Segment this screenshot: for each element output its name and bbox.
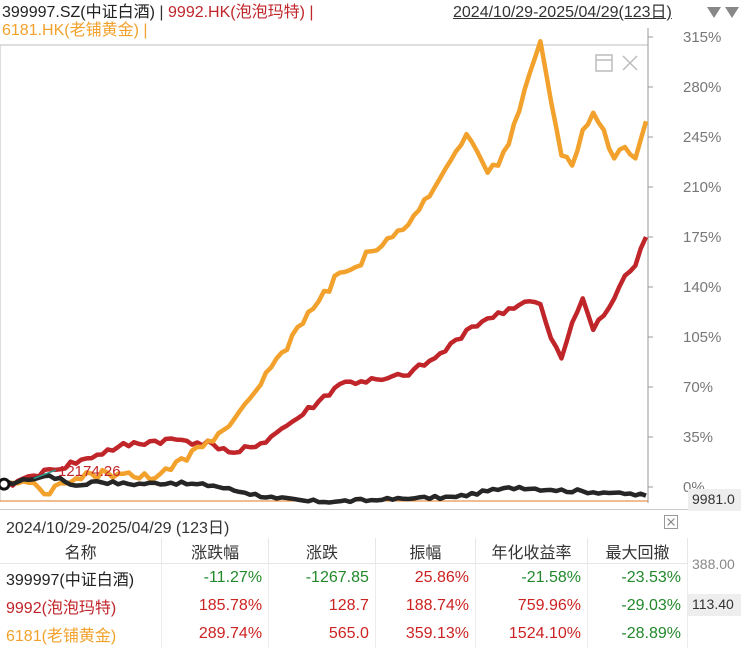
chart-canvas: 315%280%245%210%175%140%105%70%35%0% 121… [0, 28, 721, 505]
series-lines [0, 39, 649, 505]
col-header-ann[interactable]: 年化收益率 [475, 538, 588, 564]
y-tick-label: 175% [683, 229, 721, 246]
y-tick-label: 245% [683, 129, 721, 146]
legend-row-2: 6181.HK(老铺黄金) | [2, 21, 148, 41]
cell-name: 399997(中证白酒) [0, 563, 163, 592]
legend-row-1: 399997.SZ(中证白酒) | 9992.HK(泡泡玛特) | [2, 3, 314, 23]
start-marker [0, 477, 11, 491]
cell-mdd: -28.89% [587, 620, 689, 648]
col-header-name[interactable]: 名称 [0, 538, 163, 564]
price-tag-1: 9981.0 [692, 491, 735, 507]
series-line-1[interactable] [1, 473, 647, 505]
col-header-mdd[interactable]: 最大回撤 [587, 538, 689, 564]
legend-series-3[interactable]: 6181.HK(老铺黄金) [2, 22, 139, 39]
chevron-down-icon[interactable] [707, 7, 721, 18]
legend-separator: | [159, 4, 164, 21]
cell-chg: -1267.85 [268, 563, 376, 592]
legend-series-1[interactable]: 399997.SZ(中证白酒) [2, 4, 155, 21]
cell-name: 9992(泡泡玛特) [0, 592, 163, 620]
table-row[interactable]: 399997(中证白酒) -11.27% -1267.85 25.86% -21… [0, 563, 689, 592]
table-row[interactable]: 6181(老铺黄金) 289.74% 565.0 359.13% 1524.10… [0, 620, 689, 648]
plot-area [0, 44, 649, 502]
series-line-2[interactable] [0, 236, 649, 489]
stats-panel: 2024/10/29-2025/04/29 (123日) 名称 涨跌幅 涨跌 振… [0, 509, 689, 648]
cell-amp: 188.74% [375, 592, 476, 620]
chevron-down-icon[interactable] [725, 7, 739, 18]
series-line-3[interactable] [0, 39, 649, 497]
annotation-leader [33, 469, 57, 480]
col-header-amp[interactable]: 振幅 [375, 538, 476, 564]
price-tag-2: 388.00 [692, 556, 735, 572]
table-row[interactable]: 9992(泡泡玛特) 185.78% 128.7 188.74% 759.96%… [0, 592, 689, 620]
price-tag-box [688, 594, 741, 616]
y-tick-label: 210% [683, 179, 721, 196]
cell-amp: 25.86% [375, 563, 476, 592]
annotations: 12174.26 [0, 463, 121, 491]
table-header-row: 名称 涨跌幅 涨跌 振幅 年化收益率 最大回撤 [0, 538, 689, 564]
col-header-pct[interactable]: 涨跌幅 [161, 538, 270, 564]
y-tick-label: 70% [683, 379, 713, 396]
date-range-selector[interactable]: 2024/10/29-2025/04/29(123日) [453, 4, 672, 21]
close-icon[interactable] [620, 53, 640, 73]
cell-name: 6181(老铺黄金) [0, 620, 163, 648]
legend-separator: | [309, 4, 314, 21]
price-tag-box [688, 489, 741, 511]
cell-ann: 759.96% [475, 592, 588, 620]
y-axis-ticks: 315%280%245%210%175%140%105%70%35%0% [648, 29, 721, 496]
price-tag-3: 113.40 [692, 596, 734, 612]
y-tick-label: 140% [683, 279, 721, 296]
cell-pct: 185.78% [161, 592, 270, 620]
cell-mdd: -29.03% [587, 592, 689, 620]
cell-pct: -11.27% [161, 563, 270, 592]
cell-chg: 565.0 [268, 620, 376, 648]
cell-mdd: -23.53% [587, 563, 689, 592]
close-icon[interactable] [664, 515, 678, 529]
legend-separator: | [143, 22, 148, 39]
maximize-icon[interactable] [594, 53, 614, 73]
stats-table: 名称 涨跌幅 涨跌 振幅 年化收益率 最大回撤 399997(中证白酒) -11… [0, 538, 689, 648]
cell-chg: 128.7 [268, 592, 376, 620]
col-header-chg[interactable]: 涨跌 [268, 538, 376, 564]
y-tick-label: 35% [683, 429, 713, 446]
cell-pct: 289.74% [161, 620, 270, 648]
panel-title: 2024/10/29-2025/04/29 (123日) [6, 520, 230, 537]
cell-ann: -21.58% [475, 563, 588, 592]
cell-ann: 1524.10% [475, 620, 588, 648]
legend-series-2[interactable]: 9992.HK(泡泡玛特) [168, 4, 305, 21]
y-tick-label: 315% [683, 29, 721, 46]
y-tick-label: 280% [683, 79, 721, 96]
annotation-label: 12174.26 [58, 463, 121, 480]
cell-amp: 359.13% [375, 620, 476, 648]
y-tick-label: 105% [683, 329, 721, 346]
